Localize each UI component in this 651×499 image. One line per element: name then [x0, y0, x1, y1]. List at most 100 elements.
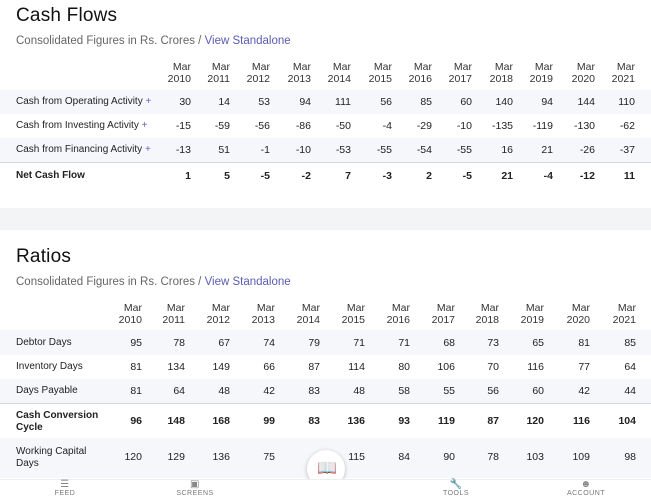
cell-value: -1: [260, 144, 270, 156]
cell-value: 21: [501, 170, 513, 182]
nav-account[interactable]: ☻ ACCOUNT: [556, 479, 616, 498]
expand-plus-icon[interactable]: +: [141, 120, 148, 131]
cell-value: -62: [619, 120, 635, 132]
column-header: Mar 2011: [145, 302, 185, 326]
cell-value: 109: [572, 451, 590, 463]
view-standalone-link[interactable]: View Standalone: [204, 35, 291, 47]
column-header-text: Mar 2015: [341, 302, 365, 326]
cell-value: 93: [398, 415, 410, 427]
cell-value: 83: [308, 385, 320, 397]
nav-label: ACCOUNT: [566, 490, 606, 497]
table-row: Days Payable 81 64 48 42 83 48 58 55 56 60 42 44: [0, 379, 651, 403]
row-label[interactable]: Cash from Operating Activity +: [16, 96, 176, 108]
column-header: Mar 2021: [595, 61, 635, 85]
column-header: Mar 2015: [352, 61, 392, 85]
column-header: Mar 2021: [596, 302, 636, 326]
cell-value: -10: [295, 144, 311, 156]
cell-value: 114: [348, 361, 365, 373]
expand-plus-icon[interactable]: +: [144, 144, 151, 155]
cell-value: 94: [541, 96, 553, 108]
cell-value: -56: [254, 120, 270, 132]
column-header-text: Mar 2011: [162, 302, 185, 326]
row-label-text: Cash from Investing Activity: [16, 120, 139, 131]
column-header: Mar 2018: [473, 61, 513, 85]
cell-value: 119: [438, 415, 455, 427]
row-label[interactable]: Cash from Financing Activity +: [16, 144, 176, 156]
cell-value: -55: [456, 144, 472, 156]
row-label-text: Net Cash Flow: [16, 170, 85, 181]
user-icon: ☻: [580, 479, 592, 490]
row-label: Debtor Days: [16, 337, 106, 349]
column-header: Mar 2011: [190, 61, 230, 85]
screens-icon: ▣: [190, 479, 200, 490]
cell-value: 44: [624, 385, 636, 397]
column-header-text: Mar 2017: [431, 302, 455, 326]
cell-value: 11: [623, 170, 635, 182]
cell-value: -86: [295, 120, 311, 132]
cell-value: -59: [214, 120, 230, 132]
cell-value: 71: [398, 337, 410, 349]
column-header-text: Mar 2010: [118, 302, 142, 326]
column-header-text: Mar 2019: [529, 61, 553, 85]
cell-value: 42: [578, 385, 590, 397]
nav-label: FEED: [54, 490, 76, 497]
column-header-text: Mar 2021: [612, 302, 636, 326]
cell-value: 53: [258, 96, 270, 108]
column-header-text: Mar 2011: [207, 61, 230, 85]
cell-value: 5: [224, 170, 230, 182]
table-row: Cash Conversion Cycle 96 148 168 99 83 136 93 11…: [0, 403, 651, 438]
cell-value: 70: [487, 361, 499, 373]
view-standalone-link[interactable]: View Standalone: [204, 276, 291, 288]
cell-value: -29: [416, 120, 432, 132]
cell-value: 21: [541, 144, 553, 156]
column-header-text: Mar 2018: [489, 61, 513, 85]
section-subtitle: Consolidated Figures in Rs. Crores / Vie…: [16, 35, 291, 47]
cell-value: -10: [456, 120, 472, 132]
table-row: Net Cash Flow 1 5 -5 -2 7 -3 2 -5 21 -4 -12 11: [0, 162, 651, 186]
cell-value: 136: [212, 451, 230, 463]
column-header-text: Mar 2013: [287, 61, 311, 85]
column-header-text: Mar 2010: [167, 61, 191, 85]
cell-value: 129: [167, 451, 185, 463]
cell-value: 98: [624, 451, 636, 463]
cell-value: 75: [263, 451, 275, 463]
nav-label: TOOLS: [442, 490, 470, 497]
cell-value: 48: [218, 385, 230, 397]
subtitle-text: Consolidated Figures in Rs. Crores /: [16, 35, 205, 47]
nav-feed[interactable]: ☰ FEED: [35, 480, 95, 498]
cell-value: 7: [345, 170, 351, 182]
cell-value: -53: [335, 144, 351, 156]
cell-value: 134: [167, 361, 185, 373]
subtitle-text: Consolidated Figures in Rs. Crores /: [16, 276, 205, 288]
cell-value: 116: [573, 415, 590, 427]
column-header-text: Mar 2012: [246, 61, 270, 85]
cell-value: 95: [130, 337, 142, 349]
table-row[interactable]: Cash from Financing Activity + -13 51 -1 -10…: [0, 138, 651, 162]
column-header: Mar 2017: [432, 61, 472, 85]
cell-value: 96: [130, 415, 142, 427]
cell-value: 87: [308, 361, 320, 373]
cell-value: 16: [501, 144, 513, 156]
cell-value: 85: [420, 96, 432, 108]
row-label[interactable]: Cash from Investing Activity +: [16, 120, 176, 132]
cell-value: 81: [578, 337, 590, 349]
cell-value: 84: [398, 451, 410, 463]
cell-value: 56: [380, 96, 392, 108]
cell-value: -5: [462, 170, 472, 182]
nav-tools[interactable]: 🔧 TOOLS: [426, 480, 486, 498]
table-row[interactable]: Cash from Operating Activity +30 14 53 94 11…: [0, 90, 651, 114]
table-row[interactable]: Cash from Investing Activity + -15 -59 -56-…: [0, 114, 651, 138]
cell-value: -3: [382, 170, 392, 182]
section-title: Ratios: [16, 246, 72, 267]
cell-value: 78: [487, 451, 499, 463]
section-title: Cash Flows: [16, 5, 118, 26]
column-header: Mar 2015: [325, 302, 365, 326]
column-header: Mar 2020: [555, 61, 595, 85]
row-label-text: Cash Conversion Cycle: [16, 410, 99, 433]
column-header-text: Mar 2017: [448, 61, 472, 85]
nav-screens[interactable]: ▣ SCREENS: [165, 479, 225, 498]
cell-value: 51: [218, 144, 230, 156]
expand-plus-icon[interactable]: +: [145, 96, 152, 107]
cell-value: 106: [437, 361, 455, 373]
column-header: Mar 2012: [190, 302, 230, 326]
